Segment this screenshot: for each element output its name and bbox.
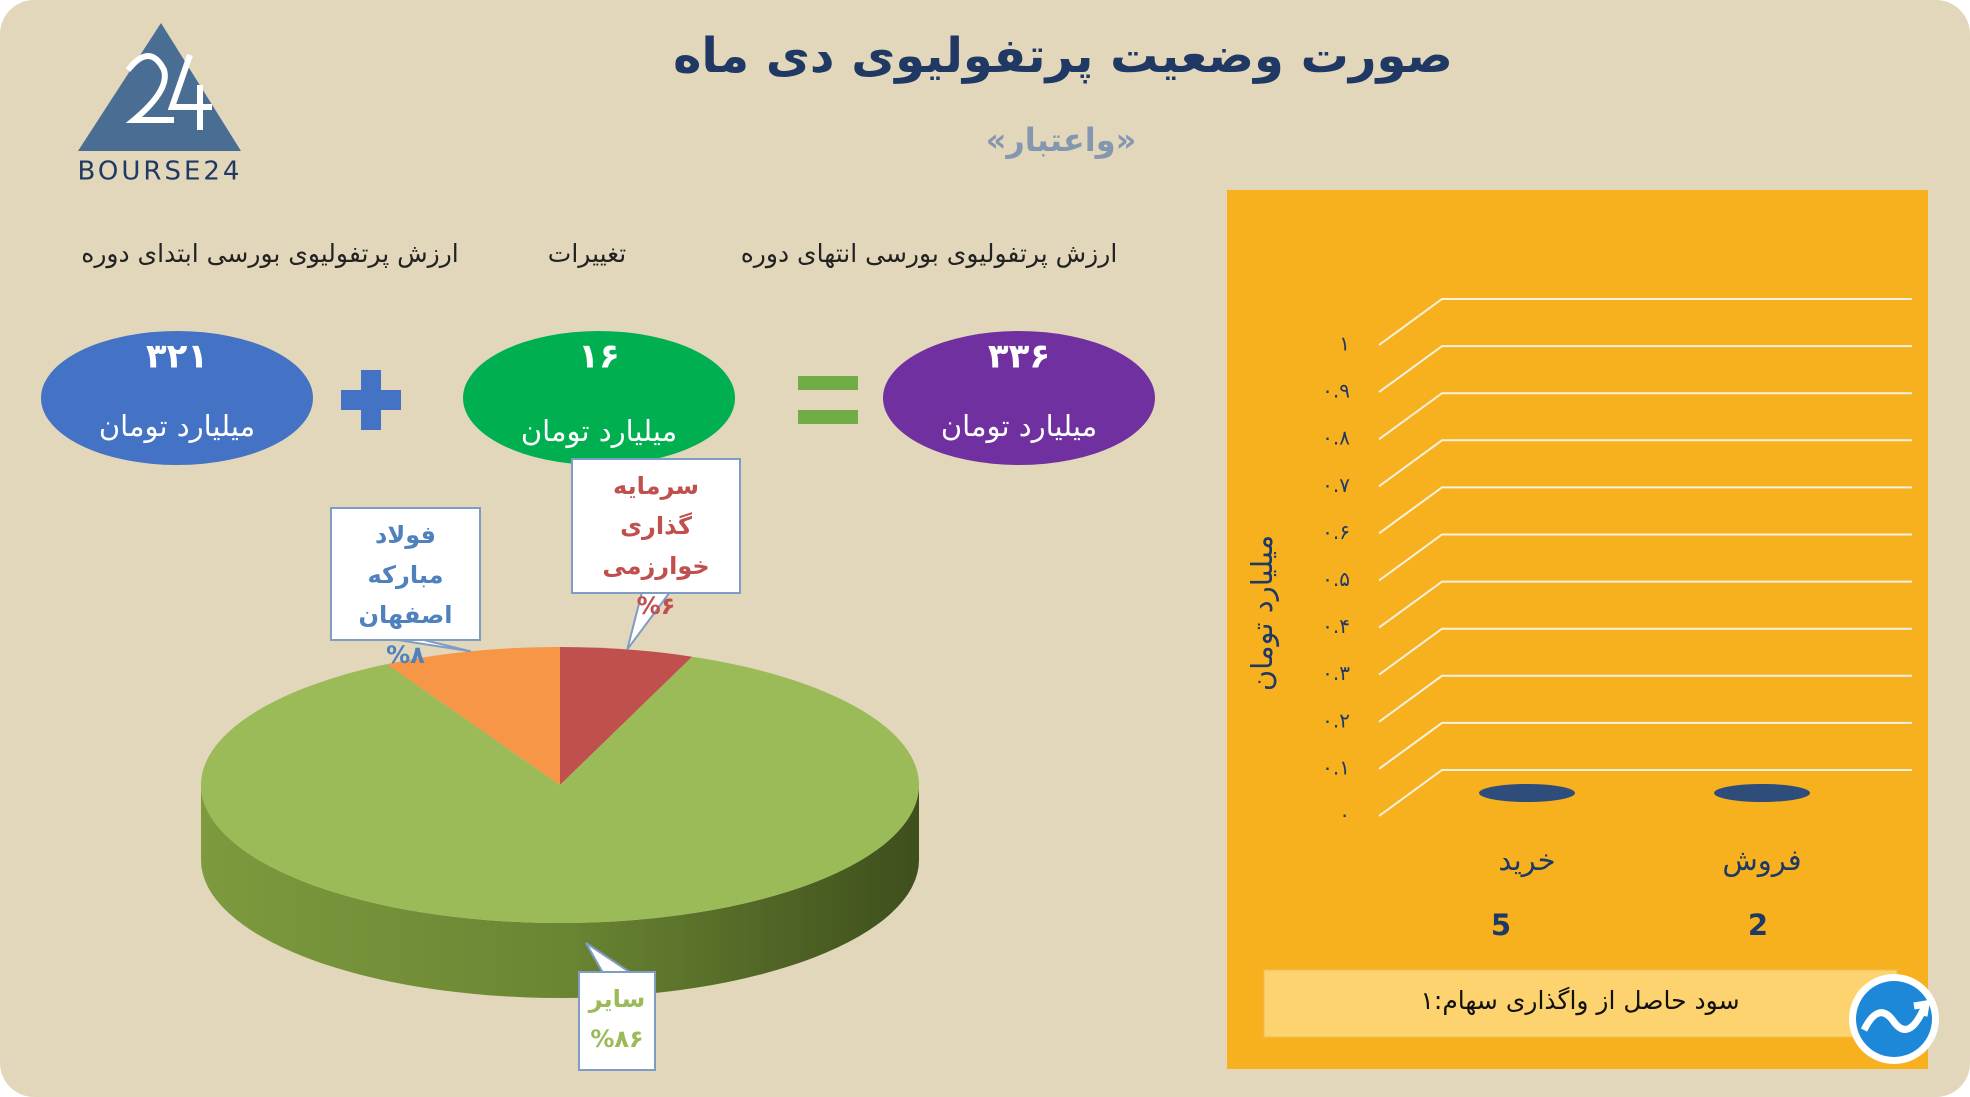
y-tick-label: ۰ xyxy=(1339,803,1350,827)
start-label: ارزش پرتفولیوی بورسی ابتدای دوره xyxy=(81,239,459,269)
grid-line xyxy=(1378,769,1912,817)
y-tick-label: ۰.۱ xyxy=(1322,755,1350,779)
callout: سرمایه گذاری خوارزمی %۶ xyxy=(571,458,741,620)
plus-sign xyxy=(361,370,381,430)
callout-value: %۸ xyxy=(386,641,425,669)
title: صورت وضعیت پرتفولیوی دی ماه xyxy=(673,28,1453,84)
callout-tail xyxy=(391,638,471,653)
end-unit: میلیارد تومان xyxy=(941,409,1097,443)
change-value: ۱۶ xyxy=(578,337,620,377)
pie-side xyxy=(201,785,919,998)
change-unit: میلیارد تومان xyxy=(521,414,677,448)
y-tick-label: ۰.۶ xyxy=(1322,520,1350,544)
grid-line xyxy=(1378,721,1912,770)
change-label: تغییرات xyxy=(548,239,626,268)
grid-line xyxy=(1378,533,1912,582)
callout-tail xyxy=(585,942,632,974)
callout-name: فولاد مبارکه اصفهان xyxy=(358,521,453,629)
callout: فولاد مبارکه اصفهان %۸ xyxy=(330,507,481,669)
callout-value: %۶ xyxy=(636,592,676,620)
logo-mark xyxy=(125,53,212,130)
pie-slice xyxy=(387,647,560,785)
y-tick-label: ۰.۸ xyxy=(1322,426,1350,450)
grid-line xyxy=(1378,674,1912,723)
subtitle: «واعتبار» xyxy=(986,121,1137,159)
count-label: 2 xyxy=(1748,908,1768,942)
pie-slice xyxy=(560,647,693,785)
y-tick-label: ۰.۲ xyxy=(1322,708,1350,732)
y-tick-label: ۰.۹ xyxy=(1322,379,1350,403)
start-unit: میلیارد تومان xyxy=(99,409,255,443)
change-ellipse xyxy=(463,331,735,465)
icon-arrow xyxy=(1860,999,1931,1033)
logo-text: BOURSE24 xyxy=(78,157,243,187)
count-label: 5 xyxy=(1491,908,1511,942)
x-tick-label: خرید xyxy=(1498,843,1555,877)
bar-top xyxy=(1714,784,1810,802)
grid-line xyxy=(1378,486,1912,535)
footer-box xyxy=(1263,969,1898,1038)
y-axis-label: میلیارد تومان xyxy=(1245,535,1279,691)
y-tick-label: ۰.۷ xyxy=(1322,473,1350,497)
pie-slice xyxy=(201,656,920,923)
grid-line xyxy=(1378,439,1912,488)
footer-text: سود حاصل از واگذاری سهام:۱ xyxy=(1420,986,1739,1016)
end-label: ارزش پرتفولیوی بورسی انتهای دوره xyxy=(741,239,1118,269)
end-ellipse xyxy=(883,331,1155,465)
grid-line xyxy=(1378,580,1912,629)
callout-name: سرمایه گذاری خوارزمی xyxy=(602,472,710,580)
grid-line xyxy=(1378,627,1912,676)
x-tick-label: فروش xyxy=(1722,843,1801,877)
start-ellipse xyxy=(41,331,313,465)
y-tick-label: ۱ xyxy=(1339,332,1350,356)
y-tick-label: ۰.۵ xyxy=(1322,567,1350,591)
grid-line xyxy=(1378,392,1912,441)
callout: سایر %۸۶ xyxy=(578,971,656,1071)
grid-line xyxy=(1378,298,1912,346)
callout-value: %۸۶ xyxy=(590,1025,644,1053)
end-value: ۳۳۶ xyxy=(988,337,1050,377)
grid-line xyxy=(1378,345,1912,393)
bar-top xyxy=(1479,784,1575,802)
equals-sign xyxy=(798,410,858,424)
start-value: ۳۲۱ xyxy=(146,337,208,377)
equals-sign xyxy=(798,376,858,390)
y-tick-label: ۰.۴ xyxy=(1322,614,1350,638)
callout-name: سایر xyxy=(588,985,646,1013)
callout-tail xyxy=(626,591,671,651)
y-tick-label: ۰.۳ xyxy=(1322,661,1350,685)
